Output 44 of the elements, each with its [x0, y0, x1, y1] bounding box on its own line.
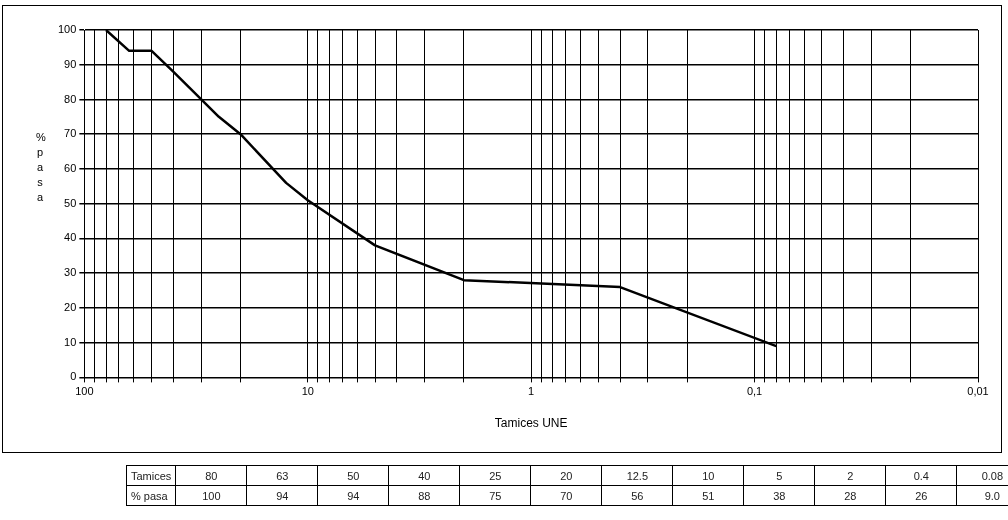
text: 9.0: [984, 489, 1000, 502]
y-tick-label: 100: [57, 23, 77, 36]
text: 51: [702, 489, 715, 502]
category-label: 5: [743, 465, 815, 486]
x-tick-label: 10: [301, 385, 314, 398]
category-label: 10: [672, 465, 744, 486]
y-tick-label: 0: [70, 370, 77, 383]
x-tick-label: 0,01: [967, 385, 989, 398]
category-label: 0.4: [885, 465, 957, 486]
category-label: 25: [459, 465, 531, 486]
y-tick-label: 90: [64, 57, 77, 70]
category-label: 0.08: [956, 465, 1008, 486]
y-tick-label: 40: [64, 231, 77, 244]
category-label: 80: [175, 465, 247, 486]
text: 56: [631, 489, 644, 502]
text: 38: [773, 489, 786, 502]
text: 70: [560, 489, 573, 502]
text: 94: [347, 489, 360, 502]
x-tick-label: 1: [528, 385, 535, 398]
y-tick-label: 10: [64, 335, 77, 348]
y-tick-label: 80: [64, 92, 77, 105]
category-label: 40: [388, 465, 460, 486]
x-axis-title: Tamices UNE: [494, 416, 568, 431]
y-tick-label: 30: [64, 266, 77, 279]
text: 100: [202, 489, 221, 502]
text: 94: [276, 489, 289, 502]
y-tick-label: 20: [64, 300, 77, 313]
text: Tamices: [126, 465, 176, 486]
y-tick-label: 60: [64, 161, 77, 174]
text: 26: [915, 489, 928, 502]
category-label: 2: [814, 465, 886, 486]
text: 28: [844, 489, 857, 502]
text: 75: [489, 489, 502, 502]
text: 88: [418, 489, 431, 502]
x-tick-label: 0,1: [746, 385, 763, 398]
category-label: 63: [246, 465, 318, 486]
text: % pasa: [126, 485, 176, 506]
y-axis-title: % pasa: [36, 130, 46, 205]
category-label: 20: [530, 465, 602, 486]
category-label: 50: [317, 465, 389, 486]
x-tick-label: 100: [75, 385, 94, 398]
y-tick-label: 50: [64, 196, 77, 209]
category-label: 12.5: [601, 465, 673, 486]
y-tick-label: 70: [64, 127, 77, 140]
